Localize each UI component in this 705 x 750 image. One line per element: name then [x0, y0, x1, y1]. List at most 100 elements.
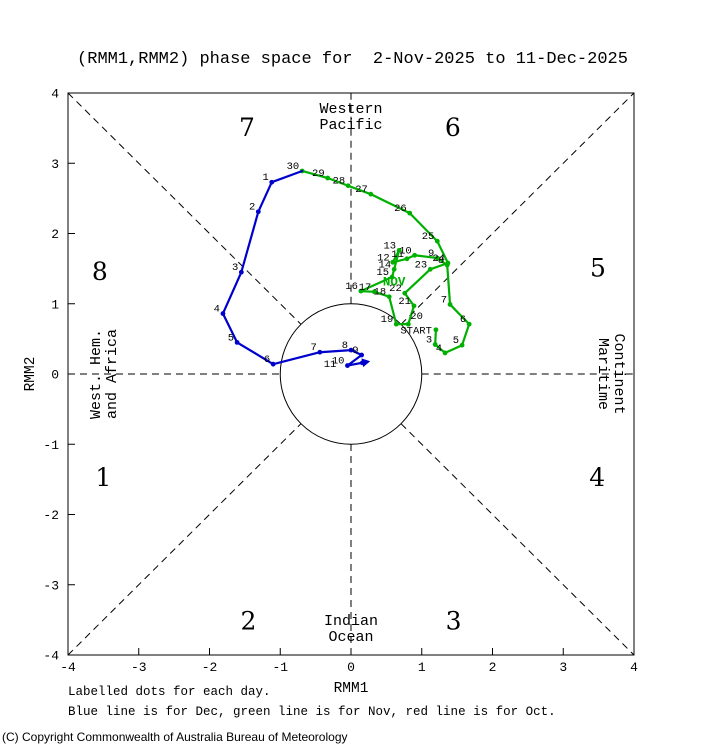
phase-guide-line — [67, 92, 302, 325]
day-label: 26 — [394, 203, 407, 215]
day-label: 3 — [426, 334, 432, 346]
day-label: 25 — [422, 231, 435, 243]
month-label: NOV — [383, 275, 406, 289]
day-dot — [412, 252, 418, 258]
day-label: 9 — [428, 248, 434, 260]
day-dot — [269, 179, 275, 185]
region-label-top: Pacific — [319, 117, 382, 134]
y-tick-label: -2 — [43, 508, 59, 523]
region-label-left: West. Hem. — [88, 329, 105, 419]
direction-arrow — [361, 358, 371, 368]
region-label-left: and Africa — [104, 329, 121, 419]
day-dot — [390, 259, 396, 265]
day-label: 21 — [398, 296, 411, 308]
trajectory-december — [221, 169, 364, 367]
y-tick-label: -4 — [43, 649, 59, 664]
day-dot — [442, 350, 448, 356]
phase-4-label: 4 — [589, 463, 605, 492]
phase-6-label: 6 — [445, 113, 461, 142]
day-label: 9 — [352, 345, 358, 357]
day-dot — [359, 360, 365, 366]
region-label-bottom: Ocean — [328, 629, 373, 646]
day-label: 10 — [399, 245, 412, 257]
phase-1-label: 1 — [95, 463, 111, 492]
region-label-right: Continent — [610, 333, 627, 414]
y-tick-label: 2 — [51, 227, 59, 242]
x-tick-label: 0 — [347, 660, 355, 675]
day-label: 18 — [374, 287, 387, 299]
day-label: 29 — [312, 168, 325, 180]
y-tick-label: 0 — [51, 368, 59, 383]
phase-5-label: 5 — [590, 254, 606, 283]
y-axis-title: RMM2 — [23, 357, 39, 392]
y-tick-label: 4 — [51, 87, 59, 102]
day-dot — [386, 294, 392, 300]
day-dot — [404, 256, 410, 262]
day-dot — [433, 327, 439, 333]
day-label: 30 — [287, 161, 300, 173]
day-dot — [447, 302, 453, 307]
day-label: 6 — [460, 314, 466, 326]
day-dot — [391, 266, 397, 272]
day-label: 16 — [345, 281, 358, 293]
day-dot — [325, 175, 331, 181]
day-label: 23 — [415, 259, 428, 271]
day-dot — [445, 260, 451, 266]
footnote-labelled-dots: Labelled dots for each day. — [68, 685, 271, 699]
day-dot — [368, 191, 374, 197]
x-axis-title: RMM1 — [334, 681, 369, 697]
day-dot — [393, 321, 399, 327]
day-dot — [459, 342, 465, 348]
day-label: START — [400, 326, 432, 338]
x-tick-label: 2 — [489, 660, 497, 675]
day-label: 20 — [410, 311, 423, 323]
day-label: 4 — [436, 343, 442, 355]
day-dot — [317, 349, 323, 355]
day-dot — [358, 288, 364, 294]
day-dot — [371, 289, 377, 295]
day-dot — [434, 238, 440, 244]
day-dot — [270, 361, 276, 367]
day-dot — [396, 247, 402, 253]
day-label: 8 — [438, 255, 444, 267]
day-label: 15 — [376, 267, 389, 279]
copyright-line: (C) Copyright Commonwealth of Australia … — [2, 730, 348, 744]
day-label: 5 — [453, 335, 459, 347]
phase-2-label: 2 — [240, 606, 256, 635]
x-tick-label: -3 — [131, 660, 147, 675]
x-tick-label: 3 — [559, 660, 567, 675]
phase-7-label: 7 — [239, 113, 255, 142]
day-label: 17 — [359, 282, 372, 294]
day-label: 2 — [249, 202, 255, 214]
day-label: 7 — [311, 342, 317, 354]
phase-3-label: 3 — [446, 606, 462, 635]
day-dot — [411, 303, 417, 309]
region-label-right: Maritime — [594, 338, 611, 410]
day-label: 4 — [214, 304, 220, 316]
phase-guide-line — [400, 92, 635, 325]
day-dot — [220, 311, 226, 316]
day-dot — [255, 209, 261, 215]
phase-guide-line — [400, 423, 635, 656]
day-label: 14 — [379, 259, 392, 271]
x-tick-label: -1 — [272, 660, 288, 675]
region-label-bottom: Indian — [324, 613, 378, 630]
day-dot — [402, 290, 408, 296]
unit-circle — [279, 303, 423, 445]
day-dot — [432, 342, 438, 347]
x-tick-label: 1 — [418, 660, 426, 675]
y-tick-label: 1 — [51, 297, 59, 312]
day-label: 24 — [432, 253, 445, 265]
day-dot — [345, 363, 350, 368]
day-dot — [238, 269, 244, 275]
day-dot — [359, 352, 365, 358]
day-label: 28 — [333, 176, 346, 188]
day-label: 6 — [264, 354, 270, 366]
phase-8-label: 8 — [92, 257, 108, 286]
day-label: 11 — [324, 359, 337, 371]
y-tick-label: -1 — [43, 438, 59, 453]
day-label: 13 — [384, 240, 397, 252]
day-label: 27 — [355, 184, 368, 196]
day-label: 12 — [377, 252, 390, 264]
